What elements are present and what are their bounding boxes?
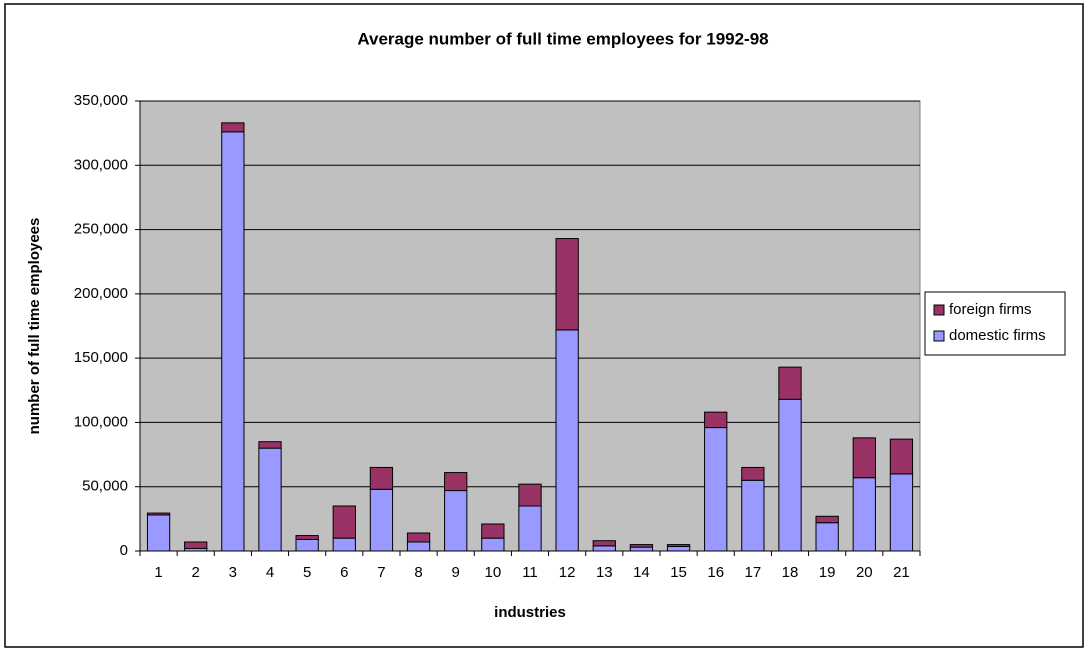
bar-segment (444, 472, 468, 492)
bar-segment (518, 505, 542, 552)
x-tick-label: 14 (633, 564, 650, 581)
x-tick-label: 3 (229, 564, 237, 581)
x-tick-label: 6 (340, 564, 348, 581)
bar-segment (146, 514, 171, 552)
bar-segment (369, 488, 394, 552)
bar-segment (481, 523, 505, 539)
bar-segment (778, 398, 802, 552)
bar-segment (406, 541, 431, 552)
bar-segment (481, 537, 505, 552)
bar-segment (815, 515, 839, 524)
bar-segment (369, 466, 394, 490)
bar-segment (332, 505, 356, 539)
bar-segment (889, 438, 914, 475)
bar-segment (184, 541, 208, 549)
bar-segment (741, 466, 765, 481)
plot-area (139, 100, 921, 552)
bar-segment (741, 479, 765, 552)
bar-segment (704, 411, 728, 429)
legend-label: foreign firms (949, 301, 1032, 318)
legend-box (924, 291, 1066, 356)
bar-segment (295, 538, 319, 552)
y-tick-label: 250,000 (74, 221, 128, 238)
y-tick-label: 50,000 (82, 478, 128, 495)
bar-segment (295, 535, 319, 540)
x-tick-label: 21 (893, 564, 910, 581)
x-tick-label: 18 (782, 564, 799, 581)
x-tick-label: 7 (377, 564, 385, 581)
bar-segment (666, 544, 691, 547)
x-tick-label: 15 (670, 564, 687, 581)
bar-segment (815, 522, 839, 552)
legend-swatch (933, 304, 945, 316)
bar-segment (221, 131, 245, 552)
bar-segment (518, 483, 542, 507)
x-tick-label: 11 (522, 564, 538, 581)
x-tick-label: 13 (596, 564, 613, 581)
bar-segment (146, 512, 171, 516)
y-tick-label: 350,000 (74, 92, 128, 109)
x-tick-label: 17 (745, 564, 762, 581)
bar-segment (406, 532, 431, 543)
bar-segment (629, 546, 654, 552)
x-tick-label: 4 (266, 564, 274, 581)
y-tick-label: 200,000 (74, 285, 128, 302)
y-axis-label: number of full time employees (26, 218, 43, 435)
bar-segment (258, 441, 282, 449)
x-axis-label: industries (494, 604, 566, 621)
x-tick-label: 1 (154, 564, 162, 581)
y-tick-label: 150,000 (74, 349, 128, 366)
x-tick-label: 2 (192, 564, 200, 581)
bar-segment (332, 537, 356, 552)
bar-segment (444, 490, 468, 552)
x-tick-label: 12 (559, 564, 576, 581)
bar-segment (852, 437, 876, 479)
x-tick-label: 8 (414, 564, 422, 581)
bar-segment (258, 447, 282, 552)
bar-segment (592, 545, 616, 552)
x-tick-label: 10 (485, 564, 502, 581)
x-tick-label: 16 (707, 564, 724, 581)
bar-segment (889, 473, 914, 552)
bar-segment (666, 546, 691, 552)
chart-title: Average number of full time employees fo… (357, 29, 768, 48)
bar-segment (592, 540, 616, 547)
bar-segment (778, 366, 802, 400)
bar-segment (629, 544, 654, 548)
x-tick-label: 19 (819, 564, 836, 581)
y-tick-label: 100,000 (74, 413, 128, 430)
x-tick-label: 5 (303, 564, 311, 581)
x-tick-label: 9 (452, 564, 460, 581)
y-tick-label: 0 (120, 542, 128, 559)
legend-label: domestic firms (949, 327, 1046, 344)
legend-swatch (933, 330, 945, 342)
bar-segment (704, 427, 728, 552)
bar-segment (852, 477, 876, 552)
bar-segment (221, 122, 245, 133)
y-tick-label: 300,000 (74, 156, 128, 173)
bar-segment (555, 238, 579, 331)
x-tick-label: 20 (856, 564, 873, 581)
bar-segment (555, 329, 579, 552)
